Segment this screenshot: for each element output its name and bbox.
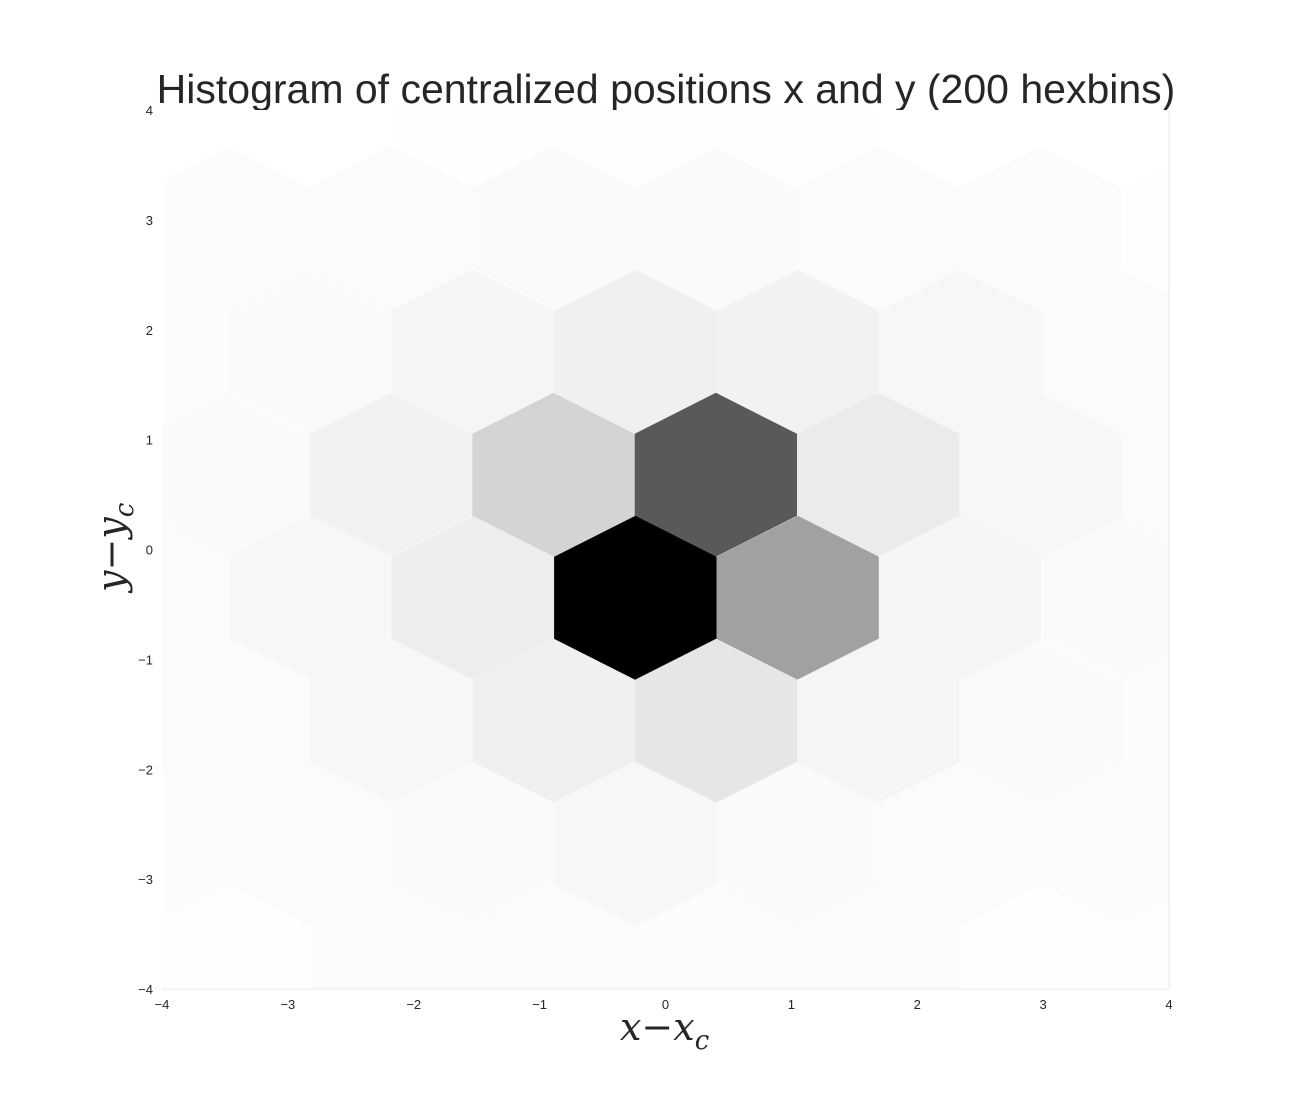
hexbin-cell — [797, 146, 960, 311]
hexbin-cell — [554, 269, 717, 434]
hexbin-cell — [309, 885, 473, 989]
hexbin-cell — [554, 110, 717, 188]
hexbin-cell — [634, 885, 797, 989]
hexbin-cell — [162, 638, 310, 803]
hexbin-cell — [959, 392, 1122, 557]
hexbin-cell — [716, 761, 879, 926]
chart-title: Histogram of centralized positions x and… — [157, 66, 1176, 112]
hexbin-cell — [554, 761, 717, 926]
hexbin-cell — [797, 392, 960, 557]
x-axis-label: x−xc — [620, 1005, 710, 1056]
hexbin-cell — [1041, 515, 1169, 680]
y-axis-label: y−yc — [89, 502, 140, 594]
hexbin-cell — [878, 110, 1042, 188]
y-tick-label: 3 — [146, 213, 153, 228]
hexbin-cell — [162, 110, 230, 181]
x-tick-label: −2 — [406, 997, 421, 1012]
hexbin-cell — [472, 885, 635, 989]
hexbin-cell — [391, 269, 555, 434]
hexbin-cell — [716, 515, 879, 680]
hexbin-cell — [229, 269, 392, 434]
hexbin-cell — [716, 269, 879, 434]
hexbin-cell — [229, 110, 392, 188]
hexbin-cell — [229, 761, 392, 926]
hexbin-cell — [878, 269, 1042, 434]
hexbin-cell — [554, 515, 717, 680]
hexbin-cell — [634, 392, 797, 557]
y-tick-label: −4 — [138, 982, 153, 997]
hexbin-cell — [878, 761, 1042, 926]
hexbin-cell — [162, 885, 310, 989]
hexbin-cell — [1041, 110, 1169, 188]
x-tick-label: 1 — [788, 997, 795, 1012]
y-tick-label: 4 — [146, 103, 153, 118]
hexbin-cell — [716, 110, 879, 188]
hexbin-cell — [959, 146, 1122, 311]
x-tick-label: −3 — [280, 997, 295, 1012]
hexbin-cell — [472, 392, 635, 557]
y-axis-label-main: y−y — [89, 517, 133, 594]
x-tick-label: −4 — [155, 997, 170, 1012]
y-tick-label: −2 — [138, 762, 153, 777]
hexbin-cell — [162, 392, 310, 557]
x-axis-ticks: −4 −3 −2 −1 0 1 2 3 4 — [155, 997, 1173, 1012]
hexbin-cell — [634, 638, 797, 803]
y-tick-label: 2 — [146, 323, 153, 338]
hexbin-cell — [162, 276, 230, 427]
y-axis-ticks: −4 −3 −2 −1 0 1 2 3 4 — [138, 103, 153, 997]
hexbin-cell — [162, 146, 310, 311]
hexbin-layer — [162, 110, 1169, 989]
y-tick-label: 0 — [146, 543, 153, 558]
hexbin-cell — [162, 522, 230, 673]
hexbin-cell — [1041, 761, 1169, 926]
hexbin-cell — [1121, 409, 1169, 540]
hexbin-cell — [391, 515, 555, 680]
x-axis-label-subscript: c — [695, 1026, 710, 1056]
y-tick-label: −1 — [138, 652, 153, 667]
hexbin-cell — [309, 638, 473, 803]
hexbin-cell — [391, 110, 555, 188]
x-tick-label: 3 — [1040, 997, 1047, 1012]
hexbin-cell — [959, 885, 1122, 989]
y-tick-label: 1 — [146, 433, 153, 448]
x-tick-label: −1 — [532, 997, 547, 1012]
x-tick-label: 4 — [1165, 997, 1172, 1012]
x-tick-label: 2 — [914, 997, 921, 1012]
hexbin-cell — [797, 638, 960, 803]
x-axis-label-main: x−x — [620, 1005, 695, 1049]
hexbin-cell — [229, 515, 392, 680]
x-tick-label: 0 — [662, 997, 669, 1012]
hexbin-cell — [309, 146, 473, 311]
hexbin-cell — [959, 638, 1122, 803]
hexbin-cell — [162, 768, 230, 920]
y-axis-label-subscript: c — [110, 502, 140, 517]
y-tick-label: −3 — [138, 872, 153, 887]
hexbin-cell — [1041, 269, 1169, 434]
hexbin-cell — [634, 146, 797, 311]
hexbin-cell — [1121, 163, 1169, 294]
hexbin-cell — [309, 392, 473, 557]
hexbin-cell — [472, 146, 635, 311]
hexbin-cell — [878, 515, 1042, 680]
hexbin-cell — [472, 638, 635, 803]
hexbin-cell — [797, 885, 960, 989]
hexbin-cell — [1121, 902, 1169, 989]
hexbin-cell — [1121, 656, 1169, 786]
hexbin-cell — [391, 761, 555, 926]
